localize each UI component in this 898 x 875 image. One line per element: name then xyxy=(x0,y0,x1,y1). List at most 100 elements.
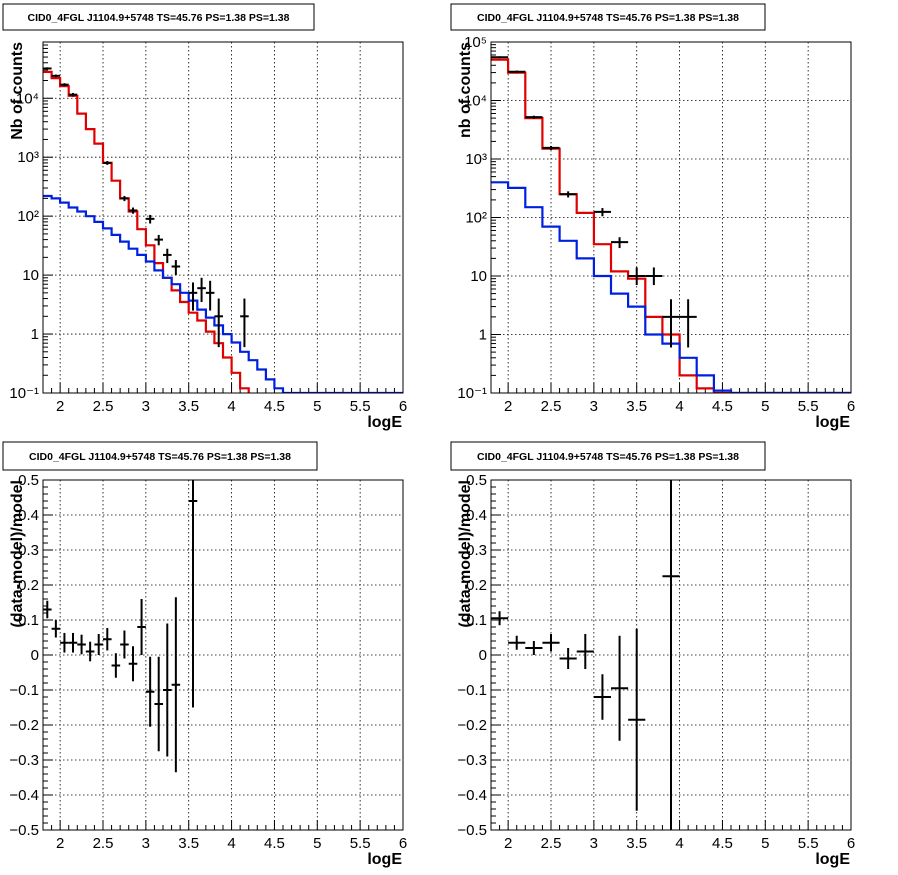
data-point xyxy=(145,214,155,224)
y-tick-label: 0 xyxy=(31,647,39,664)
y-tick-label: 0.1 xyxy=(18,612,39,629)
chart-title: CID0_4FGL J1104.9+5748 TS=45.76 PS=1.38 … xyxy=(28,12,290,24)
y-tick-label: 10⁴ xyxy=(16,90,39,107)
title-box xyxy=(450,441,766,471)
grid xyxy=(43,42,403,393)
x-tick-label: 3 xyxy=(142,398,150,415)
spectrum-left-panel: 2 2.5 3 3.5 4 4.5 5 5.5 6 10⁻¹ 1 10 10² 10³ 10⁴ logE Nb … xyxy=(2,3,407,431)
y-tick-label: 1 xyxy=(479,327,487,344)
x-tick-label: 2 xyxy=(504,835,512,852)
data-point xyxy=(43,67,52,70)
plot-series xyxy=(43,67,403,393)
data-point xyxy=(94,634,103,655)
data-point xyxy=(85,641,95,662)
y-tick-label: 0.5 xyxy=(466,472,487,489)
data-point xyxy=(593,674,611,720)
x-axis-title: logE xyxy=(367,851,402,868)
y-tick-label: 0.2 xyxy=(466,577,487,594)
data-point xyxy=(60,83,69,87)
data-point xyxy=(491,611,509,626)
data-point xyxy=(525,641,543,655)
y-tick-label: 0 xyxy=(479,647,487,664)
data-point xyxy=(188,480,198,708)
y-tick-label: 10⁵ xyxy=(464,34,487,51)
data-point xyxy=(508,70,526,74)
data-point xyxy=(542,145,560,150)
x-axis-title: logE xyxy=(815,414,850,431)
data-point xyxy=(611,635,629,741)
chart-title: CID0_4FGL J1104.9+5748 TS=45.76 PS=1.38 … xyxy=(477,12,739,24)
data-point xyxy=(103,628,112,651)
x-tick-label: 6 xyxy=(847,398,855,415)
plot-frame xyxy=(490,479,852,831)
y-tick-label: 1 xyxy=(31,326,39,343)
x-axis-title: logE xyxy=(815,851,850,868)
data-point xyxy=(103,161,112,165)
x-tick-label: 2.5 xyxy=(93,398,114,415)
data-point xyxy=(645,267,663,286)
x-tick-label: 4 xyxy=(675,835,683,852)
data-point xyxy=(679,299,697,348)
y-tick-label: 0.5 xyxy=(18,472,39,489)
plot-frame xyxy=(42,479,404,831)
data-point xyxy=(662,299,680,348)
x-tick-label: 5 xyxy=(761,398,769,415)
plot-frame xyxy=(490,41,852,394)
x-tick-label: 2 xyxy=(56,398,64,415)
x-tick-label: 3.5 xyxy=(178,398,199,415)
x-tick-label: 3.5 xyxy=(626,398,647,415)
data-point xyxy=(163,248,172,264)
y-tick-label: −0.4 xyxy=(457,787,487,804)
data-point xyxy=(145,656,155,727)
y-tick-label: 0.4 xyxy=(18,507,39,524)
data-point xyxy=(559,648,577,669)
y-tick-label: −0.3 xyxy=(457,752,487,769)
data-point xyxy=(576,634,594,669)
residual-left-panel: 2 2.5 3 3.5 4 4.5 5 5.5 6 −0.5 −0.4 −0.3 −0.2 −0.1 0 0.… xyxy=(2,441,407,868)
data-point xyxy=(120,195,129,202)
data-point xyxy=(171,597,181,773)
x-tick-label: 5.5 xyxy=(350,398,371,415)
data-point xyxy=(128,646,138,682)
y-tick-label: 0.2 xyxy=(18,577,39,594)
y-tick-label: 10⁴ xyxy=(464,93,487,110)
x-tick-label: 5.5 xyxy=(350,835,371,852)
y-tick-label: 10² xyxy=(465,210,487,227)
y-axis-title: Nb of counts xyxy=(9,42,26,140)
x-tick-label: 3.5 xyxy=(626,835,647,852)
x-tick-label: 6 xyxy=(399,398,407,415)
data-point xyxy=(51,620,61,638)
data-point xyxy=(491,56,509,59)
data-point xyxy=(628,267,646,286)
x-tick-label: 4 xyxy=(227,835,235,852)
data-point xyxy=(60,632,69,653)
data-point xyxy=(205,280,215,311)
y-tick-label: 10 xyxy=(470,268,487,285)
x-tick-label: 3.5 xyxy=(178,835,199,852)
x-tick-label: 3 xyxy=(142,835,150,852)
data-point xyxy=(611,237,629,249)
x-tick-label: 4.5 xyxy=(264,398,285,415)
x-tick-label: 4.5 xyxy=(712,398,733,415)
plot-area xyxy=(43,42,403,393)
data-point xyxy=(525,115,543,119)
data-point xyxy=(154,656,163,752)
data-point xyxy=(154,234,163,246)
y-tick-label: 10² xyxy=(17,208,39,225)
x-tick-label: 2.5 xyxy=(93,835,114,852)
x-tick-label: 4 xyxy=(227,398,235,415)
x-axis-title: logE xyxy=(367,414,402,431)
data-point xyxy=(68,92,78,97)
total-model-line xyxy=(43,70,250,393)
y-tick-label: −0.1 xyxy=(457,682,487,699)
data-point xyxy=(51,74,61,78)
grid xyxy=(43,480,403,830)
x-tick-label: 4 xyxy=(675,398,683,415)
residual-right-panel: 2 2.5 3 3.5 4 4.5 5 5.5 6 −0.5 −0.4 −0.3 −0.2 −0.1 0 0.… xyxy=(450,441,855,868)
y-axis-title: nb of counts xyxy=(457,42,474,138)
y-tick-label: −0.1 xyxy=(9,682,39,699)
data-point xyxy=(171,260,181,276)
y-tick-label: 10⁻¹ xyxy=(9,385,39,402)
y-tick-label: 0.3 xyxy=(466,542,487,559)
x-tick-label: 3 xyxy=(590,835,598,852)
